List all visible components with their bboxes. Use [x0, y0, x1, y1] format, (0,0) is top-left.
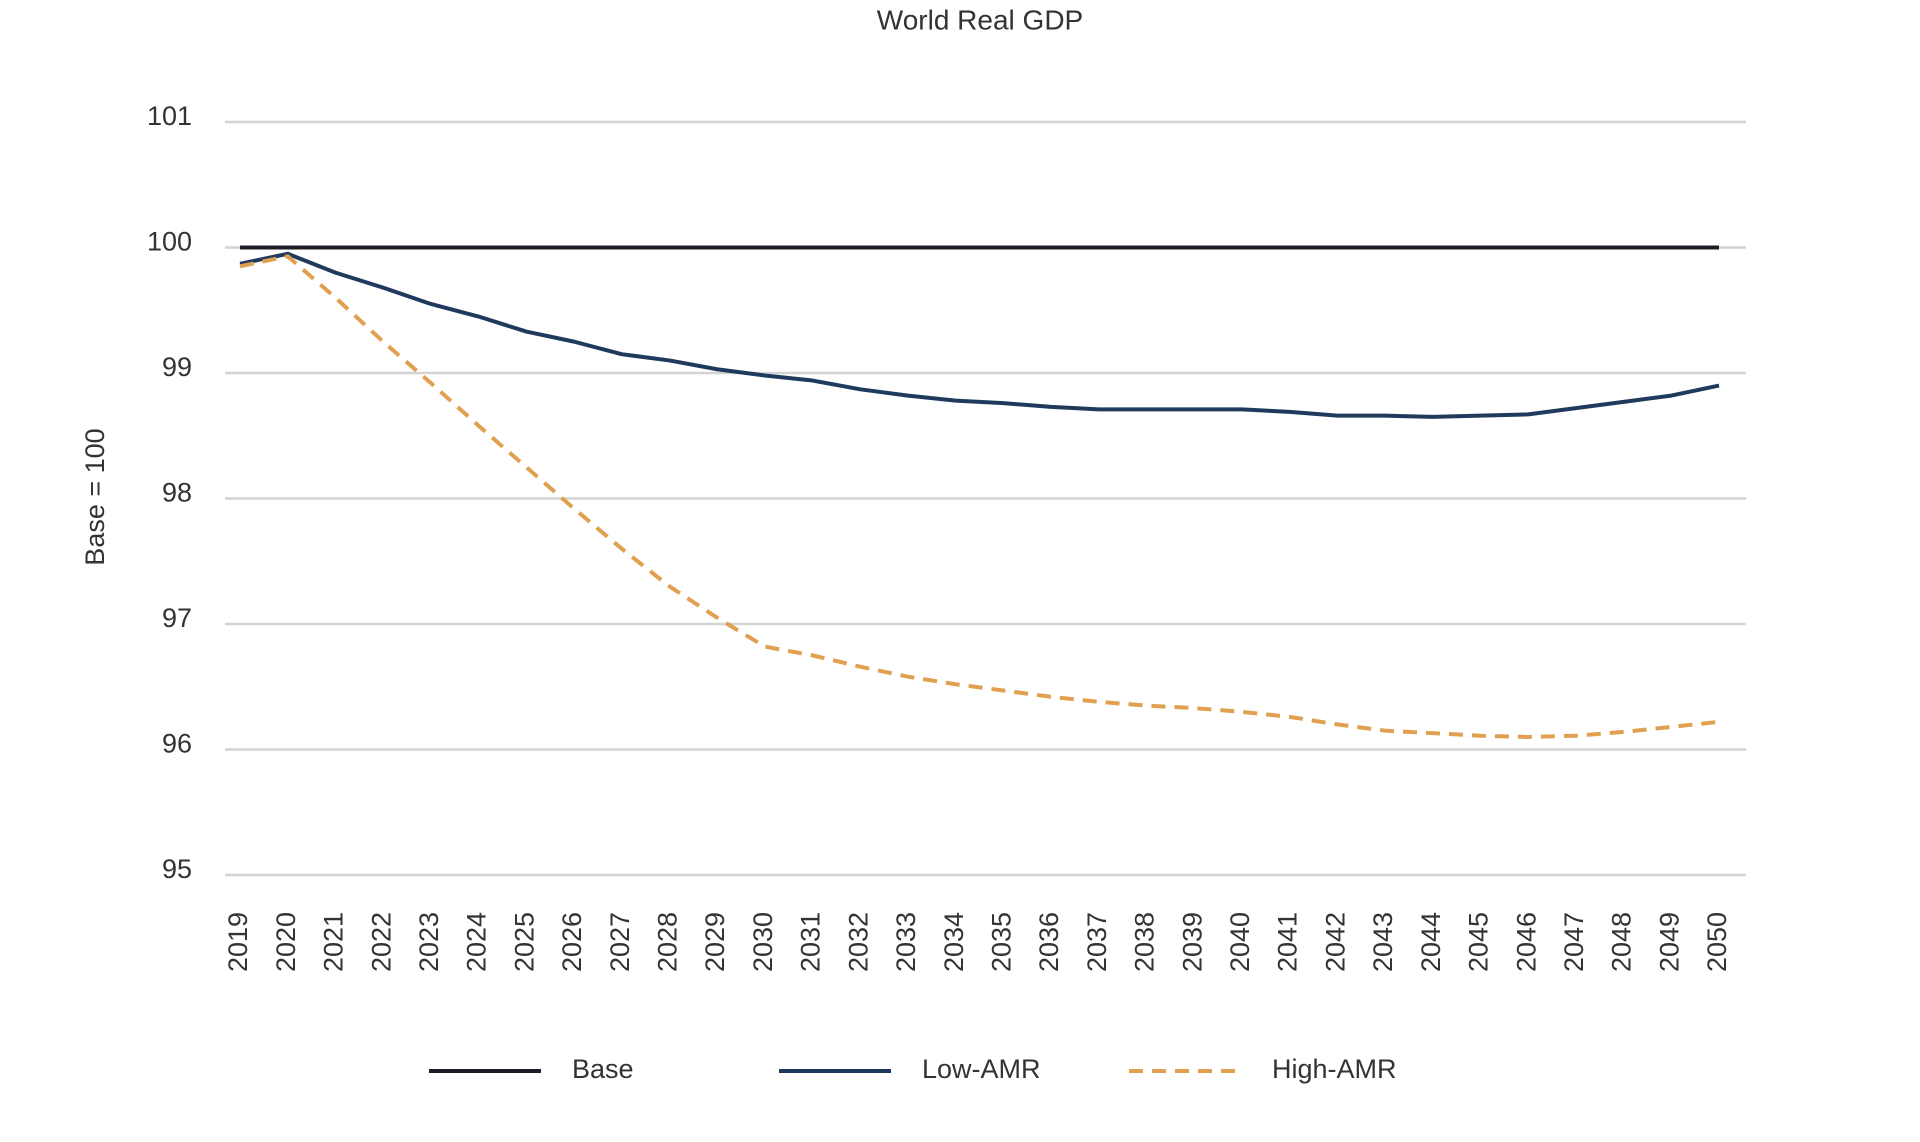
- legend-label: Base: [572, 1054, 634, 1084]
- x-tick-label: 2036: [1034, 912, 1064, 972]
- chart-title: World Real GDP: [877, 4, 1083, 35]
- x-tick-label: 2049: [1654, 912, 1684, 972]
- x-tick-label: 2042: [1320, 912, 1350, 972]
- x-tick-label: 2041: [1273, 912, 1303, 972]
- y-tick-label: 101: [147, 101, 192, 131]
- x-tick-label: 2031: [796, 912, 826, 972]
- x-tick-label: 2024: [462, 912, 492, 972]
- x-tick-label: 2034: [939, 912, 969, 972]
- y-tick-label: 99: [162, 352, 192, 382]
- y-tick-label: 100: [147, 227, 192, 257]
- x-tick-label: 2039: [1177, 912, 1207, 972]
- x-tick-label: 2035: [986, 912, 1016, 972]
- x-tick-label: 2023: [414, 912, 444, 972]
- series-line: [239, 251, 1720, 419]
- x-tick-label: 2037: [1082, 912, 1112, 972]
- x-tick-label: 2026: [557, 912, 587, 972]
- x-tick-label: 2045: [1464, 912, 1494, 972]
- x-tick-label: 2029: [700, 912, 730, 972]
- x-tick-label: 2025: [509, 912, 539, 972]
- x-tick-label: 2030: [748, 912, 778, 972]
- x-tick-label: 2040: [1225, 912, 1255, 972]
- y-tick-label: 97: [162, 603, 192, 633]
- y-axis-label: Base = 100: [80, 428, 110, 565]
- x-tick-label: 2020: [271, 912, 301, 972]
- x-tick-label: 2028: [653, 912, 683, 972]
- x-tick-label: 2032: [843, 912, 873, 972]
- x-tick-label: 2022: [366, 912, 396, 972]
- x-tick-label: 2019: [223, 912, 253, 972]
- x-tick-label: 2021: [319, 912, 349, 972]
- x-tick-label: 2044: [1416, 912, 1446, 972]
- x-tick-label: 2047: [1559, 912, 1589, 972]
- y-tick-label: 96: [162, 729, 192, 759]
- series-line: [239, 254, 1720, 739]
- y-tick-label: 95: [162, 854, 192, 884]
- x-tick-label: 2050: [1702, 912, 1732, 972]
- x-tick-label: 2038: [1130, 912, 1160, 972]
- legend-label: Low-AMR: [922, 1054, 1041, 1084]
- y-tick-label: 98: [162, 478, 192, 508]
- x-tick-label: 2043: [1368, 912, 1398, 972]
- x-tick-label: 2027: [605, 912, 635, 972]
- x-tick-label: 2046: [1511, 912, 1541, 972]
- x-tick-label: 2048: [1607, 912, 1637, 972]
- x-tick-label: 2033: [891, 912, 921, 972]
- legend-label: High-AMR: [1272, 1054, 1397, 1084]
